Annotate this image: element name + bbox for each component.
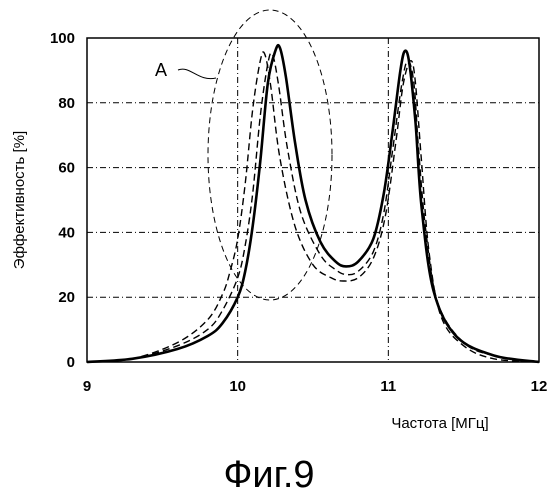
x-tick-label: 12 [531, 378, 548, 395]
series-line-3 [87, 52, 539, 362]
x-tick-label: 9 [83, 378, 91, 395]
x-axis-label: Частота [МГц] [391, 415, 488, 432]
series-line-2 [87, 53, 539, 362]
x-tick-labels: 9 10 11 12 [83, 378, 548, 395]
y-tick-label: 80 [58, 95, 75, 112]
y-tick-label: 20 [58, 289, 75, 306]
y-tick-label: 40 [58, 224, 75, 241]
region-a-label: A [155, 60, 167, 80]
y-tick-label: 60 [58, 160, 75, 177]
series-lines [87, 45, 539, 362]
y-tick-label: 0 [67, 354, 75, 371]
plot-frame [87, 38, 539, 362]
grid-lines [87, 38, 539, 362]
y-tick-label: 100 [50, 30, 75, 47]
y-axis-label: Эффективность [%] [11, 131, 28, 269]
figure-caption: Фиг.9 [223, 454, 314, 496]
series-line-1 [87, 45, 539, 362]
region-a-leader [178, 69, 216, 79]
x-tick-label: 10 [229, 378, 246, 395]
x-tick-label: 11 [380, 378, 396, 395]
y-tick-labels: 0 20 40 60 80 100 [50, 30, 75, 371]
